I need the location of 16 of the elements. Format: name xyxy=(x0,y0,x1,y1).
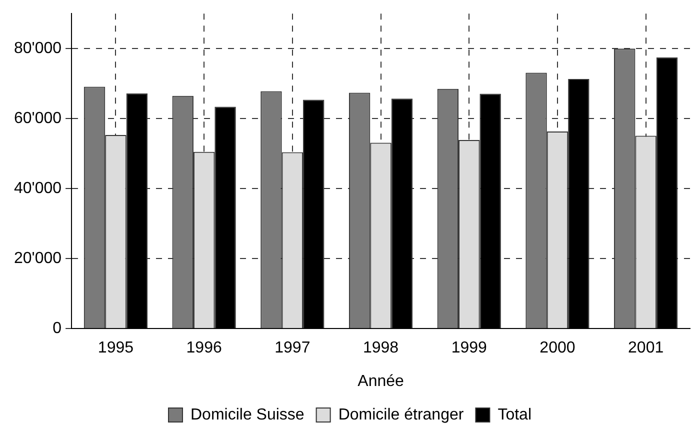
x-axis-title: Année xyxy=(358,372,404,390)
x-tick-label: 1998 xyxy=(362,340,399,357)
y-tick-label: 80'000 xyxy=(14,40,62,58)
x-tick-label: 2000 xyxy=(540,340,576,357)
x-tick-label: 1997 xyxy=(274,340,310,357)
y-tick-label: 60'000 xyxy=(14,110,62,128)
x-tick-label: 1995 xyxy=(98,340,134,357)
x-tick-label: 1996 xyxy=(186,340,222,357)
y-tick-label: 40'000 xyxy=(14,180,62,198)
y-tick-label: 20'000 xyxy=(14,250,62,268)
x-tick-label: 1999 xyxy=(451,340,488,357)
legend-label: Total xyxy=(498,406,532,424)
x-tick-label: 2001 xyxy=(628,340,664,357)
legend-label: Domicile Suisse xyxy=(190,406,304,424)
legend-label: Domicile étranger xyxy=(338,406,464,424)
y-tick-label: 0 xyxy=(52,320,62,338)
